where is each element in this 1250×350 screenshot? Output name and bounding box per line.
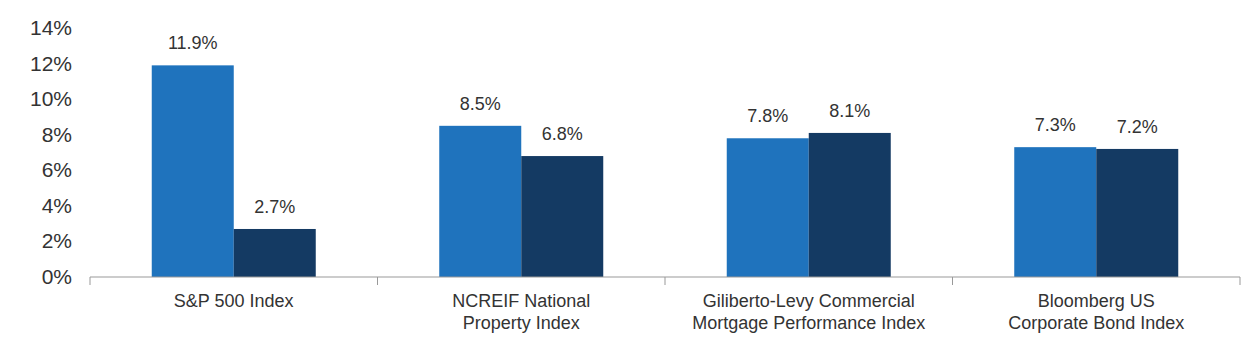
bar (152, 65, 234, 277)
bar (439, 126, 521, 277)
x-tick-label-line: Bloomberg US (1038, 291, 1155, 311)
x-axis-separator (952, 277, 953, 285)
y-tick-label: 14% (30, 16, 72, 39)
y-tick-label: 8% (42, 123, 72, 146)
data-label: 2.7% (254, 197, 295, 217)
y-tick-label: 10% (30, 87, 72, 110)
y-tick-label: 6% (42, 158, 72, 181)
x-axis-separator (665, 277, 666, 285)
x-tick-label-line: Corporate Bond Index (1008, 313, 1184, 333)
bar (521, 156, 603, 277)
data-label: 6.8% (542, 124, 583, 144)
y-tick-label: 12% (30, 52, 72, 75)
bar (1096, 149, 1178, 277)
x-tick-label: NCREIF NationalProperty Index (452, 291, 590, 333)
chart-container: 0% 2% 4% 6% 8% 10% 12% 14% 11.9% 2.7% 8.5% 6.8% 7.8%… (0, 0, 1250, 350)
y-tick-label: 4% (42, 194, 72, 217)
bar (727, 138, 809, 277)
y-tick-label: 2% (42, 229, 72, 252)
data-label: 7.8% (747, 106, 788, 126)
data-label: 11.9% (168, 33, 218, 53)
y-tick-label: 0% (42, 265, 72, 288)
data-labels: 11.9% 2.7% 8.5% 6.8% 7.8% 8.1% 7.3% 7.2% (168, 33, 1158, 217)
x-tick-label-line: Property Index (463, 313, 580, 333)
x-tick-label-line: Mortgage Performance Index (692, 313, 925, 333)
bar (234, 229, 316, 277)
chart-svg: 0% 2% 4% 6% 8% 10% 12% 14% 11.9% 2.7% 8.5% 6.8% 7.8%… (0, 0, 1250, 350)
x-tick-label: Bloomberg USCorporate Bond Index (1008, 291, 1184, 333)
data-label: 7.2% (1117, 117, 1158, 137)
x-axis-separator (90, 277, 91, 285)
x-tick-label-line: NCREIF National (452, 291, 590, 311)
x-axis-separator (377, 277, 378, 285)
x-tick-label: Giliberto-Levy CommercialMortgage Perfor… (692, 291, 925, 333)
bar (809, 133, 891, 277)
x-tick-label-line: S&P 500 Index (174, 291, 294, 311)
data-label: 7.3% (1035, 115, 1076, 135)
data-label: 8.5% (460, 94, 501, 114)
x-tick-label: S&P 500 Index (174, 291, 294, 311)
x-tick-label-line: Giliberto-Levy Commercial (703, 291, 915, 311)
x-axis-separator (1240, 277, 1241, 285)
data-label: 8.1% (829, 101, 870, 121)
bar (1014, 147, 1096, 277)
plot-area (152, 65, 1179, 277)
